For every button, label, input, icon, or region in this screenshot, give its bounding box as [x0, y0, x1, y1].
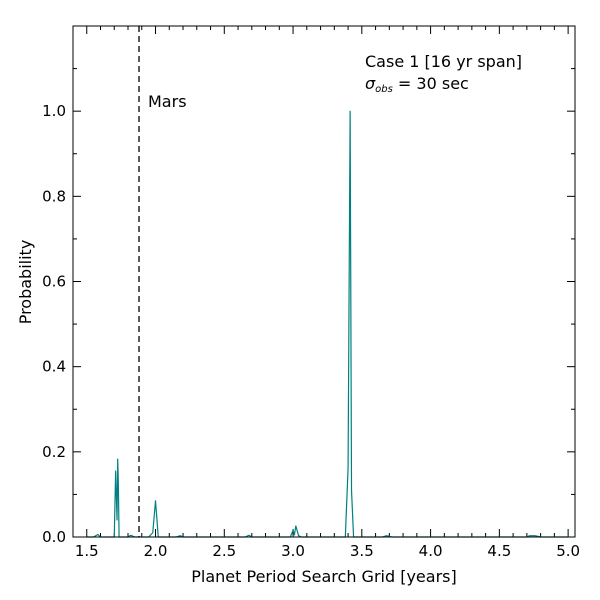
x-tick-label: 1.5 — [75, 542, 99, 560]
x-tick-label: 2.0 — [144, 542, 168, 560]
ticks-layer: 1.5 2.0 2.5 3.0 3.5 4.0 4.5 5.0 0.0 0.2 0.4 0.6 0.8 1… — [42, 26, 580, 560]
y-tick-label: 0.2 — [42, 443, 66, 461]
y-axis-label: Probability — [16, 240, 35, 325]
y-tick-label: 0.8 — [42, 187, 66, 205]
sigma-value: = 30 sec — [393, 74, 469, 93]
x-tick-label: 5.0 — [556, 542, 580, 560]
y-tick-label: 0.0 — [42, 528, 66, 546]
series-layer — [86, 110, 569, 538]
plot-frame — [72, 25, 576, 538]
y-tick-label: 0.6 — [42, 273, 66, 291]
x-tick-label: 4.5 — [487, 542, 511, 560]
sigma-symbol: σ — [365, 74, 376, 93]
y-tick-label: 1.0 — [42, 102, 66, 120]
x-axis-label: Planet Period Search Grid [years] — [191, 567, 456, 586]
mars-label: Mars — [148, 92, 187, 111]
sigma-label: σobs = 30 sec — [365, 74, 469, 95]
x-tick-label: 2.5 — [212, 542, 236, 560]
case-label: Case 1 [16 yr span] — [365, 52, 522, 71]
x-tick-label: 4.0 — [419, 542, 443, 560]
x-tick-label: 3.5 — [350, 542, 374, 560]
y-tick-label: 0.4 — [42, 358, 66, 376]
probability-series-line — [86, 110, 569, 538]
x-tick-label: 3.0 — [281, 542, 305, 560]
sigma-subscript: obs — [375, 84, 393, 95]
